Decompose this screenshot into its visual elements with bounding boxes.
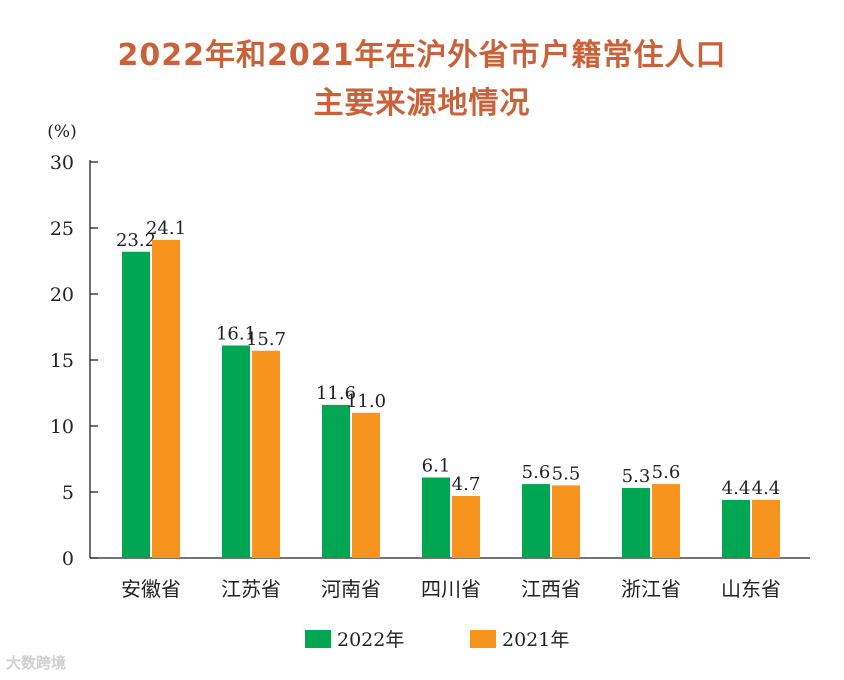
legend-swatch — [470, 630, 496, 648]
bar-series-2 — [752, 499, 780, 558]
data-label: 5.6 — [652, 462, 681, 483]
data-label: 5.5 — [552, 463, 581, 484]
data-label: 4.4 — [722, 478, 751, 499]
chart-title-line-1: 2022年和2021年在沪外省市户籍常住人口 — [117, 38, 727, 73]
y-tick-label: 0 — [62, 548, 74, 570]
bar-series-1 — [322, 404, 350, 558]
bar-series-2 — [352, 412, 380, 558]
y-tick-label: 15 — [50, 350, 74, 372]
legend-swatch — [305, 630, 331, 648]
data-label: 15.7 — [246, 329, 286, 350]
legend-label: 2022年 — [337, 629, 404, 651]
bar-series-2 — [452, 495, 480, 558]
bar-series-1 — [622, 488, 650, 558]
chart-title-line-2: 主要来源地情况 — [313, 86, 531, 121]
x-category-label: 江西省 — [521, 577, 581, 601]
y-tick-label: 25 — [50, 218, 74, 240]
bar-series-2 — [252, 350, 280, 558]
y-tick-label: 20 — [50, 284, 74, 306]
x-category-label: 山东省 — [721, 577, 781, 601]
bar-series-1 — [522, 484, 550, 558]
x-category-label: 安徽省 — [121, 577, 181, 601]
y-axis-unit-label: (%) — [47, 122, 76, 142]
bar-series-2 — [652, 484, 680, 558]
bar-series-1 — [422, 477, 450, 558]
data-label: 5.6 — [522, 462, 551, 483]
x-category-label: 四川省 — [421, 577, 481, 601]
data-label: 24.1 — [146, 218, 186, 239]
legend-label: 2021年 — [502, 629, 569, 651]
x-category-label: 浙江省 — [621, 577, 681, 601]
bar-series-1 — [122, 251, 150, 558]
bar-series-2 — [152, 239, 180, 558]
data-label: 11.0 — [346, 391, 386, 412]
bar-series-1 — [222, 345, 250, 558]
data-label: 6.1 — [422, 455, 451, 476]
data-label: 4.7 — [452, 474, 481, 495]
data-label: 23.2 — [116, 230, 156, 251]
data-label: 4.4 — [752, 478, 781, 499]
y-tick-label: 30 — [50, 152, 74, 174]
x-category-label: 河南省 — [321, 577, 381, 601]
watermark: 大数跨境 — [6, 654, 67, 672]
y-tick-label: 5 — [62, 482, 74, 504]
data-label: 16.1 — [216, 323, 256, 344]
y-tick-label: 10 — [50, 416, 74, 438]
data-label: 5.3 — [622, 466, 651, 487]
bar-series-2 — [552, 485, 580, 558]
bar-series-1 — [722, 499, 750, 558]
x-category-label: 江苏省 — [221, 577, 281, 601]
data-label: 11.6 — [316, 383, 356, 404]
